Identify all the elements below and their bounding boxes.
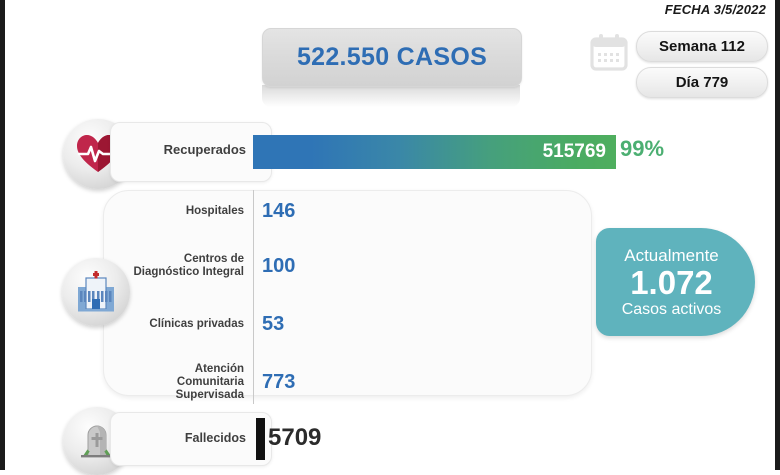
- cases-banner-shadow: [262, 85, 520, 107]
- active-cases-number: 1.072: [630, 263, 713, 301]
- stat-row-hospitales: Hospitales 146: [130, 200, 360, 223]
- fallecidos-card: [110, 412, 272, 466]
- stat-row-clinicas: Clínicas privadas 53: [130, 313, 360, 336]
- active-cases-box: Actualmente 1.072 Casos activos: [596, 228, 755, 336]
- right-edge-strip: [775, 0, 780, 470]
- total-cases-label: 522.550 CASOS: [296, 43, 488, 71]
- stat-label-clinicas: Clínicas privadas: [149, 318, 244, 330]
- dia-pill[interactable]: Día 779: [636, 67, 768, 98]
- recuperados-bar: 515769: [253, 135, 616, 169]
- stat-value-acs: 773: [262, 371, 296, 393]
- fecha-label: FECHA 3/5/2022: [664, 2, 766, 17]
- dia-label: Día 779: [675, 74, 729, 91]
- active-cases-top-label: Actualmente: [624, 245, 719, 265]
- recuperados-card: [110, 122, 272, 182]
- stat-label-cdi: Centros de Diagnóstico Integral: [133, 253, 244, 278]
- calendar-icon: [588, 32, 630, 74]
- recuperados-label: Recuperados: [163, 142, 246, 157]
- fallecidos-value: 5709: [268, 424, 322, 451]
- stats-divider: [253, 190, 254, 404]
- recuperados-percent: 99%: [620, 136, 665, 161]
- stat-value-cdi: 100: [262, 254, 296, 277]
- stat-row-cdi: Centros de Diagnóstico Integral 100: [130, 253, 360, 279]
- stat-label-acs: Atención Comunitaria Supervisada: [175, 363, 244, 401]
- semana-label: Semana 112: [659, 38, 745, 55]
- recuperados-value: 515769: [542, 141, 606, 162]
- stat-value-hospitales: 146: [262, 200, 296, 222]
- total-cases-banner: 522.550 CASOS: [262, 28, 522, 87]
- stat-row-acs: Atención Comunitaria Supervisada 773: [130, 363, 360, 402]
- left-edge-strip: [0, 0, 5, 470]
- stat-label-hospitales: Hospitales: [185, 205, 244, 217]
- stats-card: [103, 190, 592, 396]
- semana-pill[interactable]: Semana 112: [636, 31, 768, 62]
- active-cases-bottom-label: Casos activos: [621, 300, 722, 318]
- hospital-icon: [62, 258, 130, 326]
- fallecidos-label: Fallecidos: [184, 431, 246, 445]
- stat-value-clinicas: 53: [262, 313, 285, 335]
- fallecidos-bar: [256, 418, 265, 460]
